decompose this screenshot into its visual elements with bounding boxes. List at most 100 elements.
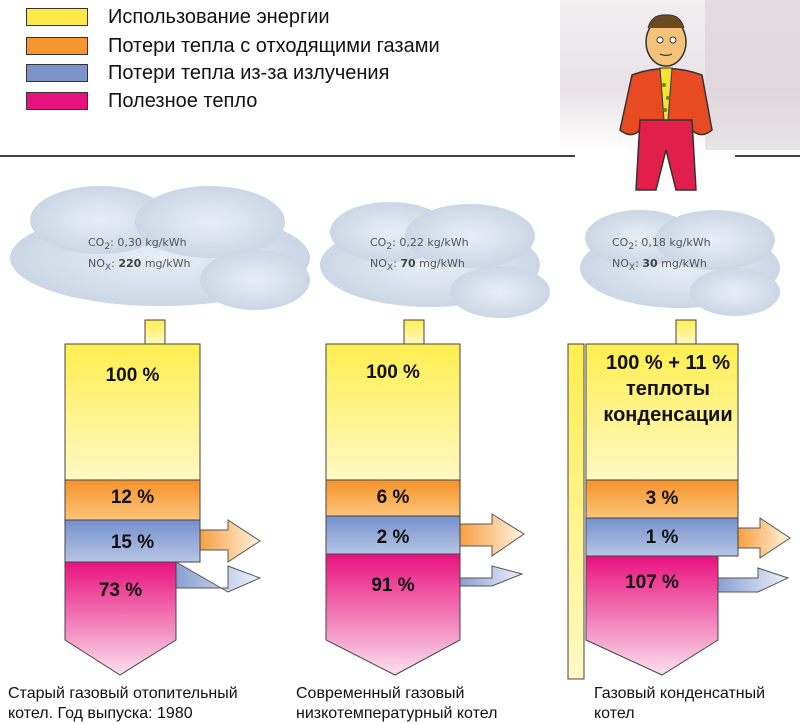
nox-prefix: : bbox=[111, 257, 119, 271]
boiler-1 bbox=[64, 319, 262, 676]
cartoon-man-illustration bbox=[619, 0, 800, 191]
flue-loss-section bbox=[325, 479, 461, 517]
nox-line: NOX: 220 mg/kWh bbox=[88, 255, 190, 276]
nox-label: NO bbox=[88, 257, 105, 271]
useful-heat-section bbox=[64, 561, 177, 676]
legend-label: Полезное тепло bbox=[108, 90, 258, 112]
energy-section bbox=[64, 343, 201, 481]
flue-loss-percent: 3 % bbox=[645, 488, 679, 509]
co2-subscript: 2 bbox=[104, 241, 111, 253]
radiation-loss-percent: 2 % bbox=[376, 527, 410, 548]
boiler-caption-1: Старый газовый отопительный котел. Год в… bbox=[8, 684, 238, 724]
radiation-loss-arrow bbox=[175, 561, 262, 593]
co2-value: : 0,18 kg/kWh bbox=[634, 236, 711, 249]
boiler-caption-2: Современный газовый низкотемпературный к… bbox=[296, 684, 497, 724]
emissions-label-3: CO2: 0,18 kg/kWh NOX: 30 mg/kWh bbox=[612, 234, 711, 276]
energy-section bbox=[325, 343, 461, 481]
legend-swatch-yellow bbox=[26, 8, 88, 26]
flue-loss-section bbox=[64, 479, 201, 521]
chimney bbox=[403, 319, 425, 345]
useful-heat-percent: 91 % bbox=[371, 575, 415, 596]
boiler-3 bbox=[567, 319, 791, 680]
emissions-label-1: CO2: 0,30 kg/kWh NOX: 220 mg/kWh bbox=[88, 234, 190, 276]
boiler-2 bbox=[325, 319, 525, 676]
useful-heat-percent: 73 % bbox=[98, 580, 143, 601]
useful-heat-percent: 107 % bbox=[625, 572, 679, 593]
useful-heat-section bbox=[325, 553, 461, 676]
flue-loss-percent: 12 % bbox=[110, 487, 155, 508]
nox-prefix: : bbox=[635, 257, 643, 271]
flue-loss-section bbox=[585, 479, 739, 519]
cloud-left bbox=[10, 186, 310, 310]
legend-swatch-magenta bbox=[26, 92, 88, 110]
legend-label: Использование энергии bbox=[108, 6, 330, 28]
legend-item-radiation-loss: Потери тепла из-за излучения bbox=[26, 62, 586, 84]
energy-percent: 100 % + 11 % теплоты конденсации bbox=[586, 350, 750, 428]
nox-unit: mg/kWh bbox=[141, 257, 191, 271]
legend-item-energy: Использование энергии bbox=[26, 6, 586, 28]
nox-unit: mg/kWh bbox=[657, 257, 707, 271]
flue-loss-arrow bbox=[737, 517, 791, 559]
nox-value: 220 bbox=[118, 257, 142, 271]
nox-label: NO bbox=[370, 257, 387, 271]
energy-percent: 100 % bbox=[105, 365, 160, 386]
caption-line: Газовый конденсатный bbox=[594, 685, 766, 702]
radiation-loss-arrow bbox=[717, 556, 790, 593]
nox-line: NOX: 30 mg/kWh bbox=[612, 255, 711, 276]
nox-subscript: X bbox=[628, 262, 636, 274]
radiation-loss-percent: 15 % bbox=[110, 532, 155, 553]
legend-swatch-blue bbox=[26, 64, 88, 82]
nox-subscript: X bbox=[104, 262, 112, 274]
cloud-middle bbox=[320, 202, 550, 318]
co2-line: CO2: 0,30 kg/kWh bbox=[88, 234, 190, 255]
condensation-label: конденсации bbox=[603, 404, 733, 426]
energy-percent-line: 100 % + 11 % bbox=[606, 352, 730, 374]
caption-line: Старый газовый отопительный bbox=[8, 685, 238, 702]
radiation-loss-section bbox=[64, 519, 201, 563]
useful-heat-section bbox=[585, 555, 719, 676]
condensation-label: теплоты bbox=[625, 378, 711, 400]
caption-line: котел bbox=[594, 705, 635, 722]
chimney bbox=[675, 319, 697, 345]
flue-loss-arrow bbox=[459, 513, 525, 557]
nox-line: NOX: 70 mg/kWh bbox=[370, 255, 469, 276]
divider-line-right bbox=[735, 155, 800, 157]
nox-value: 70 bbox=[400, 257, 416, 271]
co2-label: CO bbox=[370, 236, 387, 249]
emissions-label-2: CO2: 0,22 kg/kWh NOX: 70 mg/kWh bbox=[370, 234, 469, 276]
nox-prefix: : bbox=[393, 257, 401, 271]
radiation-loss-percent: 1 % bbox=[645, 527, 679, 548]
energy-percent: 100 % bbox=[366, 362, 420, 383]
legend-item-useful-heat: Полезное тепло bbox=[26, 90, 586, 112]
condensation-heat-bar bbox=[567, 343, 585, 680]
nox-label: NO bbox=[612, 257, 629, 271]
legend-label: Потери тепла с отходящими газами bbox=[108, 35, 440, 57]
co2-label: CO bbox=[612, 236, 629, 249]
caption-line: низкотемпературный котел bbox=[296, 705, 498, 722]
boiler-caption-3: Газовый конденсатный котел bbox=[594, 684, 765, 724]
chimney bbox=[144, 319, 166, 345]
flue-loss-arrow bbox=[199, 519, 261, 563]
co2-value: : 0,22 kg/kWh bbox=[392, 236, 469, 249]
legend-label: Потери тепла из-за излучения bbox=[108, 62, 390, 84]
co2-value: : 0,30 kg/kWh bbox=[110, 236, 187, 249]
divider-line-left bbox=[0, 155, 575, 157]
co2-subscript: 2 bbox=[628, 241, 635, 253]
legend-item-flue-loss: Потери тепла с отходящими газами bbox=[26, 35, 586, 57]
caption-line: котел. Год выпуска: 1980 bbox=[8, 705, 193, 722]
flue-loss-percent: 6 % bbox=[376, 487, 410, 508]
nox-unit: mg/kWh bbox=[415, 257, 465, 271]
co2-label: CO bbox=[88, 236, 105, 249]
co2-subscript: 2 bbox=[386, 241, 393, 253]
co2-line: CO2: 0,22 kg/kWh bbox=[370, 234, 469, 255]
caption-line: Современный газовый bbox=[296, 685, 465, 702]
radiation-loss-section bbox=[585, 517, 739, 557]
co2-line: CO2: 0,18 kg/kWh bbox=[612, 234, 711, 255]
nox-value: 30 bbox=[642, 257, 658, 271]
legend-swatch-orange bbox=[26, 37, 88, 55]
radiation-loss-arrow bbox=[459, 554, 524, 587]
cloud-right bbox=[580, 210, 780, 316]
nox-subscript: X bbox=[386, 262, 394, 274]
energy-section bbox=[585, 343, 739, 481]
